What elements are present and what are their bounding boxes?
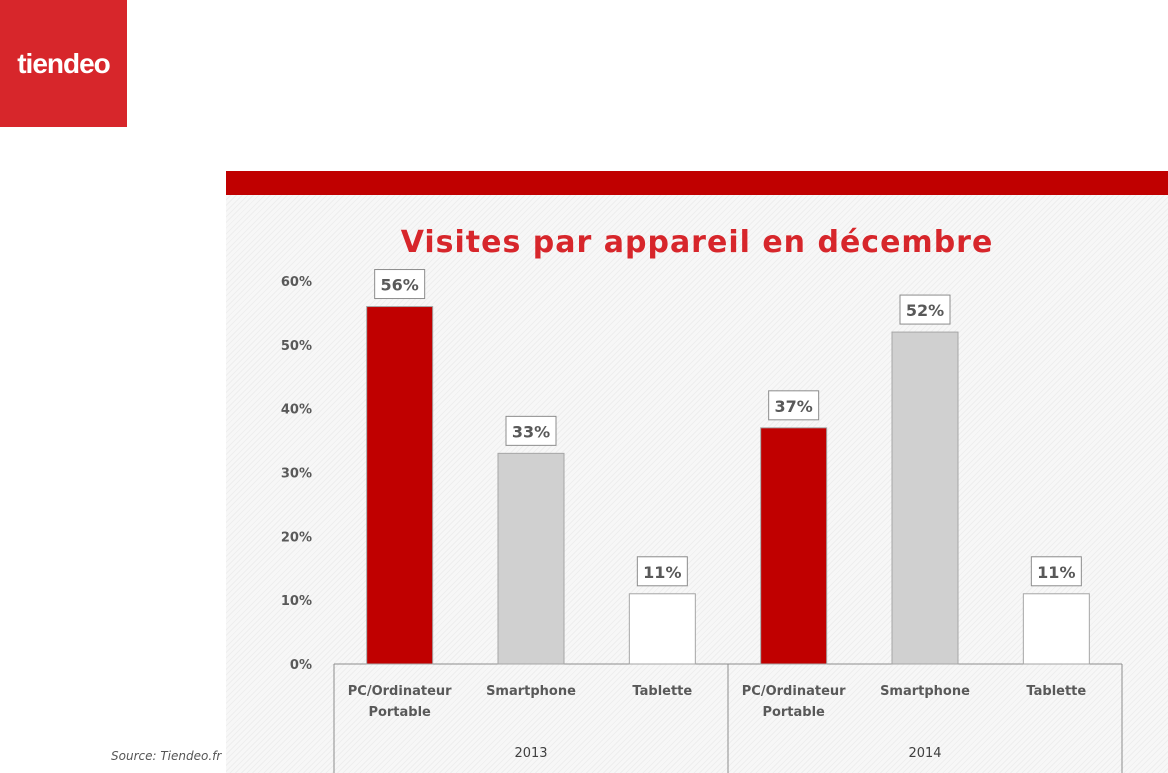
bar — [366, 306, 434, 665]
y-tick-label: 20% — [281, 530, 312, 545]
data-label: 37% — [775, 397, 813, 416]
bar — [891, 331, 959, 665]
bar — [497, 452, 565, 665]
data-label-box — [374, 269, 426, 300]
bar — [760, 427, 828, 665]
chart-header-bar — [226, 171, 1168, 195]
category-label: Portable — [762, 705, 825, 720]
data-label: 52% — [906, 301, 944, 320]
category-label: PC/Ordinateur — [348, 684, 452, 699]
data-label: 11% — [1037, 563, 1075, 582]
data-label-box — [636, 556, 688, 587]
data-label-box — [1030, 556, 1082, 587]
y-tick-label: 40% — [281, 403, 312, 418]
group-label: 2014 — [908, 746, 941, 761]
data-label: 56% — [381, 276, 419, 295]
logo-text: tiendeo — [17, 47, 111, 79]
bar — [1022, 593, 1090, 665]
data-label-box — [768, 390, 820, 421]
data-label-box — [899, 294, 951, 325]
y-tick-label: 0% — [290, 658, 312, 673]
data-label: 11% — [643, 563, 681, 582]
category-label: Portable — [368, 705, 431, 720]
tiendeo-logo: tiendeo — [0, 0, 127, 127]
category-label: Tablette — [1026, 684, 1086, 699]
y-tick-label: 10% — [281, 594, 312, 609]
category-label: PC/Ordinateur — [742, 684, 846, 699]
y-tick-label: 60% — [281, 275, 312, 290]
y-tick-label: 30% — [281, 467, 312, 482]
data-label: 33% — [512, 422, 550, 441]
category-label: Tablette — [632, 684, 692, 699]
category-label: Smartphone — [486, 684, 576, 699]
group-label: 2013 — [514, 746, 547, 761]
source-note: Source: Tiendeo.fr — [111, 749, 222, 763]
y-tick-label: 50% — [281, 339, 312, 354]
data-label-box — [505, 415, 557, 446]
bar — [628, 593, 696, 665]
category-label: Smartphone — [880, 684, 970, 699]
chart-title: Visites par appareil en décembre — [400, 225, 994, 260]
